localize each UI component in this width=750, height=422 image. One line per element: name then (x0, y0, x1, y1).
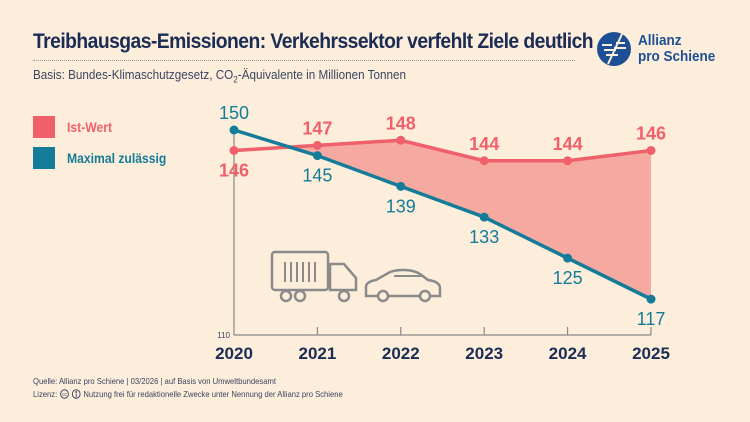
data-label: 144 (469, 134, 499, 154)
license-note: Lizenz: cc Nutzung frei für redaktionell… (33, 389, 343, 399)
legend: Ist-Wert Maximal zulässig (33, 116, 177, 178)
data-point (229, 125, 239, 135)
x-tick-label: 2022 (382, 344, 420, 363)
data-point (479, 212, 489, 222)
data-label: 145 (302, 166, 332, 186)
car-icon (364, 268, 442, 303)
data-point (229, 146, 239, 155)
data-label: 148 (386, 113, 416, 133)
gap-area (289, 140, 651, 300)
logo-icon (597, 32, 631, 66)
data-point (396, 135, 406, 145)
subtitle-text-end: -Äquivalente in Millionen Tonnen (237, 67, 407, 82)
data-label: 144 (553, 134, 583, 154)
x-tick-label: 2024 (549, 344, 587, 363)
chart-title: Treibhausgas-Emissionen: Verkehrssektor … (33, 30, 594, 53)
license-text: Nutzung frei für redaktionelle Zwecke un… (83, 389, 343, 399)
data-label: 117 (637, 309, 666, 329)
data-point (312, 151, 322, 161)
legend-swatch-max (33, 147, 55, 169)
logo: Allianz pro Schiene (596, 31, 724, 67)
creative-commons-icon: cc (60, 389, 69, 399)
data-point (563, 156, 573, 166)
series-line-ist (233, 138, 652, 163)
legend-item-ist: Ist-Wert (33, 116, 177, 138)
data-label: 133 (469, 227, 499, 247)
data-label: 139 (386, 196, 416, 216)
data-label: 146 (636, 124, 666, 144)
data-point (563, 253, 573, 263)
data-point (312, 140, 322, 150)
x-tick-label: 2025 (632, 344, 670, 363)
source-note: Quelle: Allianz pro Schiene | 03/2026 | … (33, 376, 276, 386)
subtitle-subscript: 2 (233, 74, 238, 85)
subtitle-text: Basis: Bundes-Klimaschutzgesetz, CO (33, 67, 234, 82)
x-tick-label: 2020 (215, 344, 253, 363)
attribution-icon (71, 389, 81, 399)
data-label: 146 (219, 161, 249, 181)
logo-line2: pro Schiene (638, 48, 716, 65)
x-tick-label: 2021 (298, 344, 336, 363)
truck-icon (270, 250, 358, 303)
license-label: Lizenz: (33, 389, 58, 399)
x-tick-label: 2023 (465, 344, 503, 363)
data-label: 150 (219, 103, 249, 123)
data-point (646, 294, 656, 304)
logo-line1: Allianz (638, 32, 682, 49)
data-point (396, 181, 406, 191)
data-label: 125 (553, 268, 583, 288)
legend-label-max: Maximal zulässig (67, 150, 167, 166)
data-point (479, 156, 489, 166)
y-tick-label: 110 (217, 331, 230, 340)
svg-text:cc: cc (62, 393, 67, 398)
chart-subtitle: Basis: Bundes-Klimaschutzgesetz, CO2-Äqu… (33, 67, 406, 85)
series-line-max (233, 128, 652, 301)
vehicles (270, 250, 442, 303)
legend-label-ist: Ist-Wert (67, 119, 113, 135)
legend-swatch-ist (33, 116, 55, 138)
legend-item-max: Maximal zulässig (33, 147, 177, 169)
data-label: 147 (302, 118, 332, 138)
divider (33, 60, 575, 61)
data-point (646, 146, 656, 155)
